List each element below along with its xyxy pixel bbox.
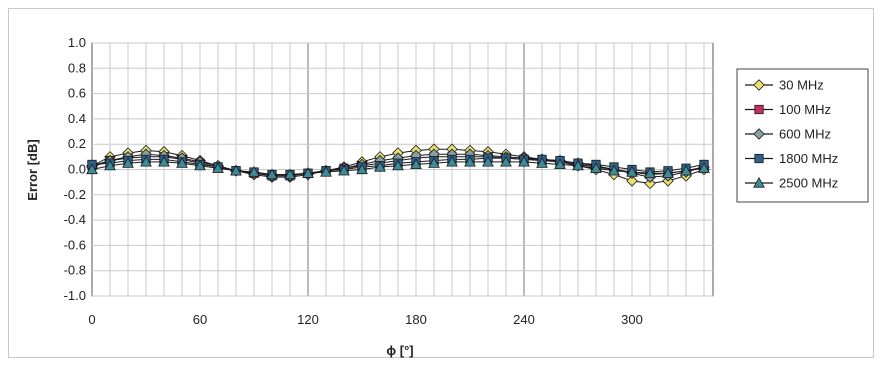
y-tick-label: -0.8 — [64, 263, 86, 278]
data-point — [590, 162, 602, 173]
data-point — [302, 167, 314, 178]
data-point — [464, 155, 476, 167]
y-axis-title: Error [dB] — [25, 139, 40, 200]
x-tick-label: 240 — [513, 312, 535, 327]
data-point — [482, 155, 494, 167]
data-point — [644, 177, 656, 190]
legend-label: 30 MHz — [779, 78, 824, 93]
data-point — [536, 157, 548, 168]
data-point — [500, 155, 512, 167]
y-tick-label: 0.6 — [68, 86, 86, 101]
y-tick-label: -1.0 — [64, 288, 86, 303]
legend-marker — [753, 176, 765, 188]
x-tick-label: 60 — [193, 312, 207, 327]
legend: 30 MHz 100 MHz 600 MHz 1800 MHz 2500 MHz — [736, 68, 869, 203]
data-point — [428, 157, 440, 168]
chart-frame — [8, 8, 874, 358]
data-point — [284, 168, 296, 180]
x-axis-title: ϕ [°] — [386, 343, 413, 358]
data-point — [176, 157, 188, 168]
legend-marker — [753, 79, 765, 91]
data-point — [644, 167, 656, 178]
data-point — [626, 166, 638, 177]
legend-label: 2500 MHz — [779, 176, 838, 191]
data-point — [392, 159, 404, 171]
y-tick-label: -0.4 — [64, 212, 86, 227]
y-tick-label: 0.4 — [68, 111, 86, 126]
legend-label: 600 MHz — [779, 127, 831, 142]
y-tick-label: 1.0 — [68, 35, 86, 50]
data-point — [140, 155, 152, 167]
legend-item: 100 MHz — [745, 102, 831, 117]
x-tick-label: 300 — [621, 312, 643, 327]
legend-item: 600 MHz — [745, 127, 831, 142]
legend-marker — [754, 153, 764, 164]
legend-label: 1800 MHz — [779, 151, 838, 166]
data-point — [266, 168, 278, 180]
data-point — [680, 164, 692, 176]
data-point — [122, 157, 134, 168]
data-point — [248, 166, 260, 177]
data-point — [662, 167, 674, 178]
y-tick-label: 0.8 — [68, 60, 86, 75]
data-point — [158, 155, 170, 167]
x-tick-label: 120 — [297, 312, 319, 327]
data-point — [698, 162, 710, 173]
series-4 — [86, 155, 710, 180]
data-point — [86, 163, 98, 175]
data-point — [572, 159, 584, 171]
data-point — [518, 155, 530, 167]
data-point — [554, 158, 566, 170]
data-point — [446, 155, 458, 167]
x-tick-label: 180 — [405, 312, 427, 327]
plot-series — [86, 143, 710, 190]
y-tick-label: 0.2 — [68, 136, 86, 151]
data-point — [338, 164, 350, 176]
legend-marker — [754, 104, 764, 115]
data-point — [410, 158, 422, 170]
y-tick-label: -0.2 — [64, 187, 86, 202]
data-point — [212, 162, 224, 173]
legend-item: 30 MHz — [745, 78, 824, 93]
legend-marker — [753, 128, 765, 140]
y-tick-label: -0.6 — [64, 237, 86, 252]
data-point — [608, 164, 620, 176]
tick-labels: -1.0 -0.8 -0.6 -0.4 -0.2 0.0 0.2 0.4 0.6 0.8 1.0 0 6… — [64, 35, 643, 327]
data-point — [356, 163, 368, 175]
data-point — [320, 166, 332, 177]
y-tick-label: 0.0 — [68, 162, 86, 177]
x-tick-label: 0 — [88, 312, 95, 327]
data-point — [194, 159, 206, 171]
legend-item: 1800 MHz — [745, 151, 838, 166]
data-point — [104, 159, 116, 171]
data-point — [626, 175, 638, 187]
legend-label: 100 MHz — [779, 102, 831, 117]
data-point — [374, 160, 386, 172]
legend-item: 2500 MHz — [745, 176, 838, 191]
data-point — [230, 164, 242, 176]
